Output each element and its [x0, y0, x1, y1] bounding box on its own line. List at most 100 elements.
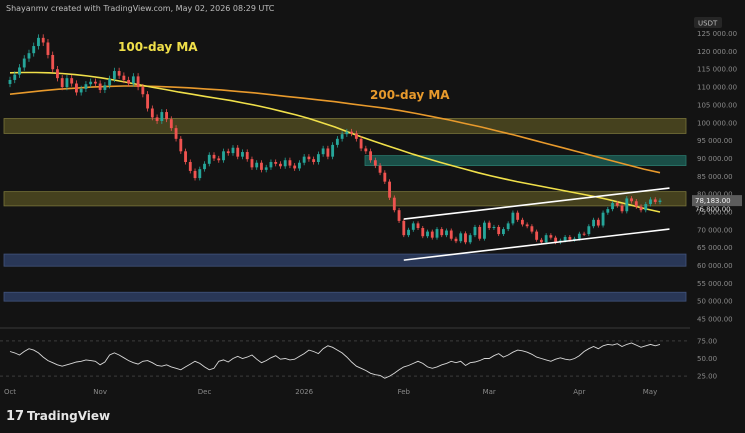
ma100-line	[9, 71, 661, 213]
candle-up	[302, 156, 306, 163]
candle-down	[539, 239, 543, 243]
candle-up	[587, 226, 591, 235]
price-tick-label: 100 000.00	[697, 119, 737, 127]
candle-up	[544, 235, 548, 243]
candle-down	[449, 230, 453, 239]
candle-down	[245, 152, 249, 160]
attribution-text: Shayanmv created with TradingView.com, M…	[6, 4, 275, 13]
candle-down	[630, 198, 633, 202]
candle-down	[639, 206, 643, 211]
candle-up	[340, 134, 344, 139]
candle-down	[369, 151, 373, 161]
candle-down	[520, 219, 524, 225]
time-tick-label: Apr	[573, 388, 585, 396]
candle-up	[345, 131, 349, 135]
candle-up	[573, 238, 577, 240]
candle-down	[41, 37, 45, 43]
price-tick-label: 75 000.00	[697, 208, 733, 216]
last-price-label: 78,183.00	[695, 197, 731, 205]
candle-up	[8, 79, 12, 84]
currency-label: USDT	[698, 20, 718, 28]
candle-up	[625, 198, 629, 212]
time-tick-label: Oct	[4, 388, 16, 396]
candle-up	[18, 67, 21, 75]
candle-down	[454, 238, 458, 242]
candle-up	[426, 231, 429, 237]
candle-down	[350, 131, 354, 134]
candle-up	[131, 76, 135, 84]
candle-down	[226, 151, 230, 154]
candle-down	[169, 119, 173, 129]
candle-down	[373, 160, 377, 166]
candle-down	[397, 210, 401, 221]
ma200-annotation: 200-day MA	[370, 88, 450, 102]
time-axis: Oct Nov Dec 2026 Feb Mar Apr May	[4, 388, 657, 396]
candle-down	[359, 138, 363, 149]
candle-up	[32, 46, 36, 54]
candle-down	[60, 78, 64, 88]
candle-up	[577, 233, 581, 239]
ma100-annotation: 100-day MA	[118, 40, 198, 54]
currency-badge	[694, 17, 722, 28]
candle-down	[212, 154, 216, 159]
candle-up	[649, 199, 652, 205]
candle-down	[56, 69, 59, 79]
candle-down	[421, 228, 425, 237]
candle-up	[222, 151, 225, 161]
price-tick-label: 55 000.00	[697, 280, 733, 288]
second-price-label: 76,800.00	[695, 206, 731, 214]
candle-up	[644, 204, 648, 211]
candle-up	[231, 147, 235, 154]
candle-up	[407, 229, 410, 236]
channel-upper-line	[403, 187, 670, 220]
candle-down	[364, 148, 368, 152]
zone-yellow-0	[3, 118, 687, 134]
candle-down	[440, 229, 444, 236]
ma200-line	[9, 85, 661, 174]
price-tick-label: 80 000.00	[697, 191, 733, 199]
zone-teal-1	[364, 155, 687, 166]
candle-up	[658, 200, 662, 202]
candle-down	[464, 233, 467, 243]
candle-up	[316, 154, 320, 163]
candle-up	[22, 58, 26, 68]
candle-down	[525, 224, 529, 227]
candle-down	[288, 160, 292, 166]
candle-down	[274, 162, 278, 164]
last-price-box	[692, 195, 742, 207]
candle-up	[335, 138, 339, 145]
candle-down	[568, 236, 572, 240]
candle-down	[279, 163, 282, 167]
brand-name: TradingView	[27, 409, 110, 423]
rsi-line	[9, 342, 661, 379]
time-tick-label: 2026	[295, 388, 313, 396]
candle-down	[250, 159, 254, 168]
time-tick-label: Nov	[93, 388, 107, 396]
candle-down	[402, 220, 406, 236]
candle-up	[112, 71, 116, 79]
price-channel	[403, 187, 670, 261]
candle-down	[549, 235, 553, 238]
candle-down	[430, 231, 434, 238]
candle-down	[620, 205, 624, 212]
candle-up	[445, 230, 448, 236]
candle-down	[596, 219, 600, 226]
time-tick-label: May	[643, 388, 657, 396]
candle-down	[141, 87, 145, 95]
candle-up	[601, 212, 605, 226]
candle-down	[378, 165, 382, 173]
candle-up	[435, 229, 439, 238]
candle-down	[174, 128, 178, 139]
price-tick-label: 70 000.00	[697, 226, 733, 234]
tradingview-logo: 17 TradingView	[6, 409, 110, 424]
ma200-path	[9, 85, 661, 174]
candle-down	[179, 138, 183, 152]
candle-up	[331, 144, 335, 157]
support-resistance-zones	[3, 118, 687, 302]
candle-up	[411, 223, 415, 230]
rsi-tick-label: 25.00	[697, 373, 717, 381]
candle-up	[492, 226, 496, 229]
